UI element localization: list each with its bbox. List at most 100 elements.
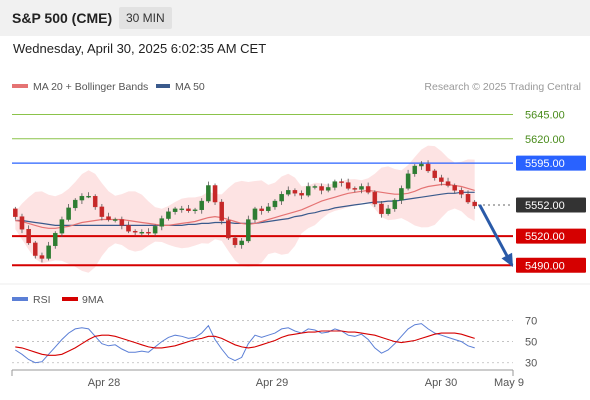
- candle-body: [299, 193, 304, 196]
- chart-datetime: Wednesday, April 30, 2025 6:02:35 AM CET: [13, 41, 267, 56]
- candle-body: [159, 218, 165, 227]
- rsi-ma-legend-label: 9MA: [82, 294, 104, 306]
- rsi-legend-label: RSI: [33, 294, 51, 306]
- ma20-line: [15, 183, 475, 229]
- moving-averages: [15, 183, 475, 229]
- candle-body: [186, 208, 191, 211]
- candle-body: [232, 237, 238, 246]
- candle-body: [119, 219, 125, 226]
- candle-body: [13, 208, 18, 217]
- forecast-arrow: [478, 204, 514, 268]
- candle-body: [305, 186, 311, 196]
- candle-body: [365, 186, 371, 193]
- candle-body: [99, 206, 105, 217]
- candle-body: [399, 188, 404, 201]
- candle-body: [405, 173, 411, 189]
- candle-body: [66, 207, 71, 220]
- candle-body: [132, 231, 138, 233]
- candle-body: [72, 199, 78, 209]
- candle-body: [359, 186, 364, 190]
- forecast-arrow-shaft: [478, 204, 514, 266]
- level-label: 5595.00: [525, 158, 565, 170]
- candle-body: [266, 206, 271, 211]
- candle-body: [319, 186, 324, 191]
- level-tag: [516, 155, 586, 171]
- chart-header: S&P 500 (CME) 30 MIN: [0, 0, 590, 36]
- candle-body: [146, 231, 151, 234]
- candle-body: [445, 181, 451, 186]
- candle-body: [439, 177, 444, 182]
- candlesticks: [13, 160, 477, 263]
- x-tick-label: Apr 29: [256, 377, 288, 389]
- candle-body: [112, 219, 118, 221]
- candle-body: [452, 185, 457, 191]
- candle-body: [312, 186, 318, 188]
- level-tag: [516, 257, 586, 273]
- x-tick-label: Apr 28: [88, 377, 120, 389]
- level-tag: [516, 197, 586, 213]
- candle-body: [106, 216, 111, 220]
- candle-body: [206, 185, 211, 202]
- candle-body: [226, 220, 231, 239]
- candle-body: [192, 209, 198, 212]
- candle-body: [272, 200, 278, 208]
- candle-body: [252, 208, 258, 220]
- timeframe-button[interactable]: 30 MIN: [119, 7, 172, 29]
- candle-body: [379, 203, 384, 214]
- candle-body: [212, 185, 218, 203]
- instrument-title: S&P 500 (CME): [12, 10, 113, 26]
- candle-body: [166, 211, 171, 219]
- candle-body: [286, 190, 291, 195]
- candle-body: [219, 201, 224, 221]
- level-label: 5645.00: [525, 109, 565, 121]
- level-labels: 5645.00 5620.00 5595.00 5552.00 5520.00 5490.…: [516, 109, 586, 273]
- candle-body: [412, 165, 418, 175]
- candle-body: [385, 208, 391, 214]
- candle-body: [419, 163, 424, 167]
- price-levels: [12, 113, 513, 267]
- candle-body: [79, 195, 85, 201]
- research-watermark: Research © 2025 Trading Central: [424, 81, 581, 93]
- candle-body: [86, 195, 91, 198]
- candle-body: [126, 225, 131, 232]
- rsi-tick-label: 30: [525, 358, 537, 370]
- bollinger-bands: [15, 145, 475, 273]
- candle-body: [432, 170, 437, 178]
- candle-body: [53, 232, 58, 247]
- ma50-legend-swatch: [156, 84, 170, 88]
- candle-body: [292, 190, 298, 194]
- candle-body: [26, 229, 31, 244]
- rsi-ma-line: [15, 330, 475, 356]
- candle-body: [33, 242, 38, 256]
- level-tag: [516, 228, 586, 244]
- candle-body: [179, 208, 185, 211]
- candle-body: [46, 245, 51, 259]
- candle-body: [352, 188, 358, 190]
- candle-body: [246, 219, 251, 242]
- candle-body: [472, 201, 477, 207]
- x-tick-label: May 9: [494, 377, 524, 389]
- rsi-legend-swatch: [12, 297, 28, 301]
- rsi-panel: 70 50 30: [12, 315, 537, 370]
- candle-body: [339, 181, 344, 183]
- candle-body: [199, 200, 204, 211]
- level-label: 5552.00: [525, 200, 565, 212]
- candle-body: [239, 240, 244, 246]
- x-tick-label: Apr 30: [425, 377, 457, 389]
- candle-body: [39, 255, 45, 259]
- candle-body: [392, 199, 398, 210]
- candle-body: [92, 195, 98, 208]
- candle-body: [19, 216, 25, 230]
- candle-body: [259, 208, 264, 211]
- rsi-ma-legend-swatch: [62, 297, 78, 301]
- rsi-tick-label: 70: [525, 315, 537, 327]
- ma20-legend-label: MA 20 + Bollinger Bands: [33, 81, 148, 93]
- candle-body: [59, 219, 65, 234]
- ma50-legend-label: MA 50: [175, 81, 205, 93]
- candle-body: [332, 181, 338, 188]
- forecast-arrow-head: [501, 252, 513, 268]
- candle-body: [139, 231, 145, 234]
- level-label: 5490.00: [525, 260, 565, 272]
- ma20-legend-swatch: [12, 84, 28, 88]
